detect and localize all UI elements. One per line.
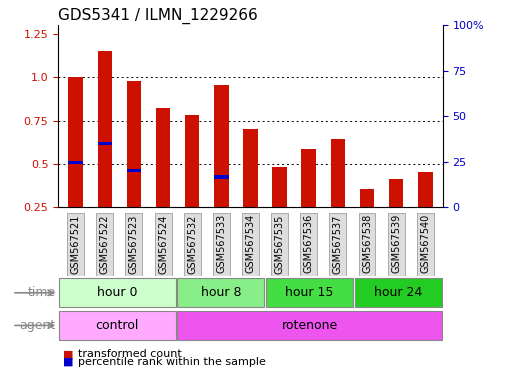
- Text: ■: ■: [63, 349, 74, 359]
- FancyBboxPatch shape: [354, 278, 441, 308]
- Text: agent: agent: [19, 319, 56, 332]
- FancyBboxPatch shape: [266, 278, 352, 308]
- Bar: [417, 215, 432, 218]
- Bar: [68, 77, 83, 207]
- Bar: [184, 219, 199, 222]
- Bar: [156, 108, 170, 207]
- Bar: [301, 216, 316, 219]
- Text: GSM567536: GSM567536: [303, 214, 313, 273]
- Text: rotenone: rotenone: [281, 319, 337, 332]
- Bar: [156, 215, 170, 218]
- Bar: [330, 139, 344, 207]
- Bar: [388, 179, 402, 207]
- Bar: [272, 211, 286, 214]
- Bar: [214, 85, 228, 207]
- Text: GSM567522: GSM567522: [99, 214, 110, 274]
- Bar: [126, 169, 141, 172]
- Bar: [68, 161, 83, 164]
- FancyBboxPatch shape: [59, 278, 175, 308]
- FancyBboxPatch shape: [299, 213, 317, 276]
- Bar: [417, 172, 432, 207]
- Bar: [272, 167, 286, 207]
- Text: control: control: [95, 319, 139, 332]
- Text: GSM567521: GSM567521: [71, 214, 80, 273]
- Text: GSM567535: GSM567535: [274, 214, 284, 273]
- FancyBboxPatch shape: [271, 213, 287, 276]
- Bar: [388, 217, 402, 220]
- Text: GDS5341 / ILMN_1229266: GDS5341 / ILMN_1229266: [58, 7, 258, 23]
- FancyBboxPatch shape: [241, 213, 259, 276]
- Text: GSM567539: GSM567539: [390, 214, 400, 273]
- FancyBboxPatch shape: [358, 213, 375, 276]
- Text: GSM567524: GSM567524: [158, 214, 168, 273]
- FancyBboxPatch shape: [329, 213, 345, 276]
- Text: GSM567523: GSM567523: [129, 214, 139, 273]
- Text: ■: ■: [63, 357, 74, 367]
- FancyBboxPatch shape: [67, 213, 84, 276]
- Bar: [359, 189, 374, 207]
- Bar: [97, 142, 112, 145]
- Text: GSM567532: GSM567532: [187, 214, 197, 273]
- FancyBboxPatch shape: [177, 278, 264, 308]
- Bar: [243, 129, 257, 207]
- Text: percentile rank within the sample: percentile rank within the sample: [78, 357, 266, 367]
- Text: GSM567537: GSM567537: [332, 214, 342, 273]
- Text: GSM567540: GSM567540: [420, 214, 429, 273]
- Bar: [330, 211, 344, 214]
- Bar: [243, 222, 257, 225]
- Text: hour 24: hour 24: [374, 286, 422, 299]
- FancyBboxPatch shape: [125, 213, 142, 276]
- Text: GSM567534: GSM567534: [245, 214, 255, 273]
- Bar: [214, 175, 228, 179]
- FancyBboxPatch shape: [387, 213, 404, 276]
- Bar: [184, 115, 199, 207]
- Text: GSM567538: GSM567538: [361, 214, 371, 273]
- FancyBboxPatch shape: [96, 213, 113, 276]
- FancyBboxPatch shape: [177, 311, 441, 340]
- Bar: [126, 81, 141, 207]
- FancyBboxPatch shape: [416, 213, 433, 276]
- Bar: [359, 220, 374, 224]
- FancyBboxPatch shape: [59, 311, 175, 340]
- FancyBboxPatch shape: [155, 213, 171, 276]
- Text: hour 15: hour 15: [285, 286, 333, 299]
- Bar: [97, 51, 112, 207]
- Bar: [301, 149, 316, 207]
- Text: time: time: [27, 286, 56, 299]
- FancyBboxPatch shape: [183, 213, 200, 276]
- Text: GSM567533: GSM567533: [216, 214, 226, 273]
- Text: hour 0: hour 0: [97, 286, 137, 299]
- FancyBboxPatch shape: [213, 213, 229, 276]
- Text: hour 8: hour 8: [200, 286, 241, 299]
- Text: transformed count: transformed count: [78, 349, 182, 359]
